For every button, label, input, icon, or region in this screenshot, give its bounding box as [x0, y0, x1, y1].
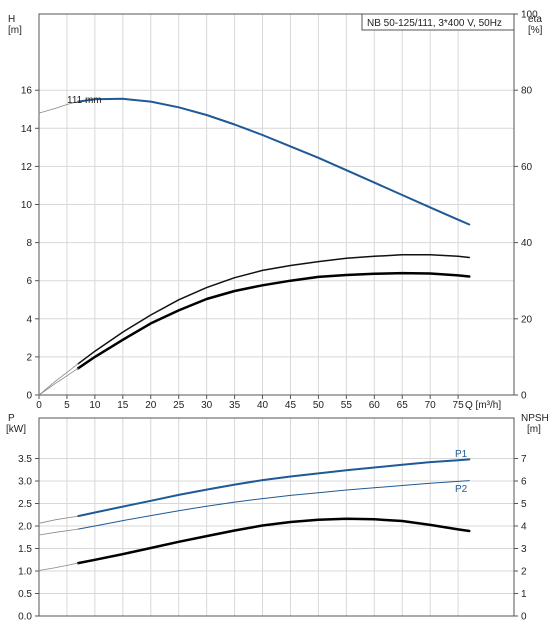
top-right-axis-label: eta: [528, 14, 542, 25]
legend-p1: P1: [455, 449, 468, 460]
top-right-tick-label: 20: [521, 314, 533, 325]
bottom-right-tick-label: 6: [521, 477, 527, 488]
bottom-series-line-5: [38, 562, 79, 571]
top-right-tick-label: 60: [521, 162, 533, 173]
bottom-right-tick-label: 5: [521, 499, 527, 510]
top-series-line-5: [38, 367, 79, 396]
top-left-tick-label: 12: [21, 162, 33, 173]
top-right-tick-label: 40: [521, 238, 533, 249]
bottom-right-tick-label: 1: [521, 589, 527, 600]
top-left-tick-label: 0: [26, 391, 32, 402]
bottom-left-tick-label: 2.0: [18, 522, 32, 533]
bottom-right-tick-label: 0: [521, 612, 527, 623]
bottom-tick-labels: 0.0 0.5 1.0 1.5 2.0 2.5 3.0 3.5 0 1 2 3 4 5 6 7: [18, 454, 527, 623]
bottom-series-line-2: [76, 517, 471, 565]
top-tick-labels: 0 2 4 6 8 10 12 14 16 0 20 40 60 80 100 0 5 10 15 20 25 30 35 4…: [21, 10, 538, 412]
bottom-right-axis-unit: [m]: [527, 424, 541, 435]
bottom-left-tick-label: 1.0: [18, 567, 32, 578]
bottom-series-line-3: [38, 515, 79, 524]
top-left-tick-label: 10: [21, 200, 33, 211]
bottom-grid: [39, 418, 514, 616]
top-left-tick-label: 6: [26, 276, 32, 287]
bottom-left-axis-label: P: [8, 413, 15, 424]
x-tick-label: 70: [425, 400, 437, 411]
impeller-diameter-annotation: 111 mm: [67, 95, 102, 106]
top-series-line-2: [77, 254, 471, 365]
x-tick-label: 40: [257, 400, 269, 411]
x-tick-label: 25: [173, 400, 185, 411]
bottom-left-tick-label: 2.5: [18, 499, 32, 510]
top-left-tick-label: 4: [26, 314, 32, 325]
bottom-right-tick-label: 3: [521, 544, 527, 555]
x-tick-label: 45: [285, 400, 297, 411]
top-right-tick-label: 80: [521, 86, 533, 97]
top-right-tick-label: 100: [521, 10, 538, 21]
top-series-line-4: [38, 363, 79, 396]
x-tick-label: 30: [201, 400, 213, 411]
x-tick-label: 75: [453, 400, 465, 411]
chart-title-box: [361, 13, 515, 31]
top-right-axis-unit: [%]: [528, 25, 543, 36]
top-left-tick-label: 8: [26, 238, 32, 249]
x-tick-label: 50: [313, 400, 325, 411]
x-tick-label: 65: [397, 400, 409, 411]
bottom-right-tick-label: 4: [521, 522, 527, 533]
top-left-tick-label: 16: [21, 86, 33, 97]
bottom-series-line-0: [77, 458, 471, 518]
top-right-tick-label: 0: [521, 391, 527, 402]
x-tick-label: 55: [341, 400, 353, 411]
legend-p2: P2: [455, 484, 468, 495]
top-left-tick-label: 2: [26, 352, 32, 363]
x-tick-label: 0: [36, 400, 42, 411]
top-series-line-1: [38, 101, 79, 114]
x-axis-label: Q [m³/h]: [465, 400, 501, 411]
bottom-right-tick-label: 7: [521, 454, 527, 465]
top-series-line-0: [77, 97, 471, 226]
bottom-left-tick-label: 0.0: [18, 612, 32, 623]
x-tick-label: 20: [145, 400, 157, 411]
x-tick-label: 60: [369, 400, 381, 411]
bottom-left-tick-label: 1.5: [18, 544, 32, 555]
top-grid: [39, 14, 514, 395]
bottom-series-line-4: [38, 528, 79, 536]
bottom-right-tick-label: 2: [521, 567, 527, 578]
bottom-right-axis-label: NPSH: [521, 413, 549, 424]
top-series-line-3: [76, 271, 471, 370]
x-tick-label: 5: [64, 400, 70, 411]
bottom-left-axis-unit: [kW]: [6, 424, 26, 435]
x-tick-label: 10: [89, 400, 101, 411]
top-series: [38, 97, 471, 396]
bottom-plot-frame: [38, 417, 515, 617]
top-left-axis-unit: [m]: [8, 25, 22, 36]
top-left-axis-label: H: [8, 14, 15, 25]
x-tick-label: 15: [117, 400, 129, 411]
bottom-left-tick-label: 3.0: [18, 477, 32, 488]
bottom-left-tick-label: 3.5: [18, 454, 32, 465]
bottom-series: [38, 458, 471, 571]
x-tick-label: 35: [229, 400, 241, 411]
top-left-tick-label: 14: [21, 124, 33, 135]
bottom-series-line-1: [77, 480, 470, 530]
chart-title: NB 50-125/111, 3*400 V, 50Hz: [367, 18, 502, 29]
bottom-left-tick-label: 0.5: [18, 589, 32, 600]
